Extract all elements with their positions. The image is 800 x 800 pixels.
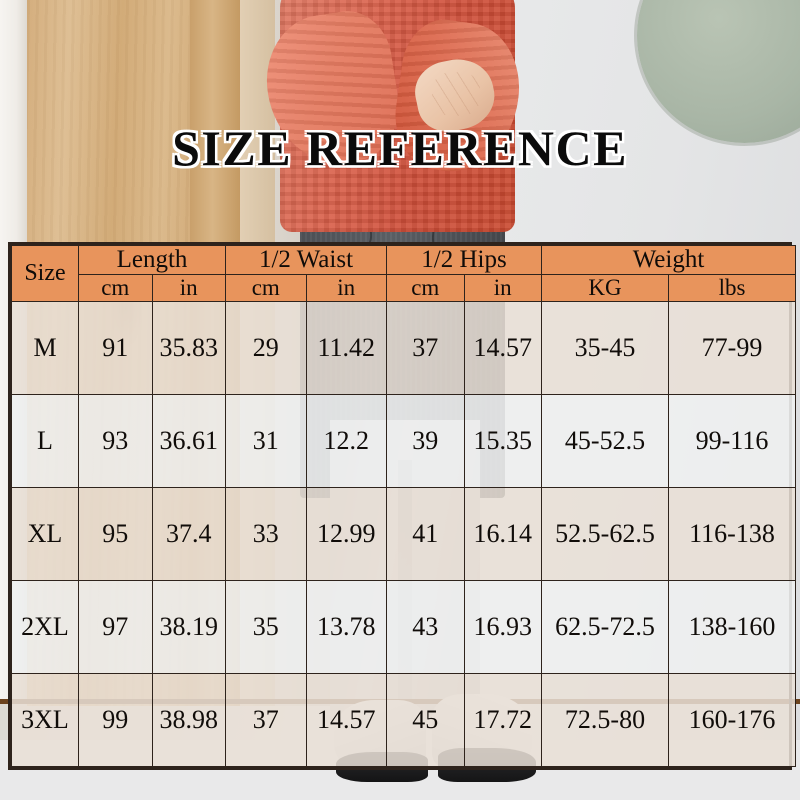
header-row-groups: Size Length 1/2 Waist 1/2 Hips Weight <box>11 245 796 302</box>
cell-weight-kg: 35-45 <box>541 301 669 395</box>
cell-weight-kg: 45-52.5 <box>541 394 669 488</box>
header-length-in: in <box>151 274 226 302</box>
cell-size: 2XL <box>11 580 79 674</box>
header-group-half-hips: 1/2 Hips <box>386 245 542 275</box>
cell-length-in: 35.83 <box>151 301 226 395</box>
cell-waist-in: 11.42 <box>305 301 387 395</box>
table-row: L 93 36.61 31 12.2 39 15.35 45-52.5 99-1… <box>11 394 796 488</box>
cell-hips-in: 14.57 <box>463 301 542 395</box>
cell-waist-in: 12.2 <box>305 394 387 488</box>
cell-waist-cm: 31 <box>225 394 307 488</box>
cell-hips-cm: 43 <box>386 580 465 674</box>
table-row: M 91 35.83 29 11.42 37 14.57 35-45 77-99 <box>11 301 796 395</box>
header-group-weight: Weight <box>541 245 796 275</box>
cell-waist-in: 14.57 <box>305 673 387 767</box>
cell-weight-lbs: 138-160 <box>668 580 796 674</box>
cell-size: XL <box>11 487 79 581</box>
cell-weight-lbs: 116-138 <box>668 487 796 581</box>
cell-size: M <box>11 301 79 395</box>
size-reference-table: Size Length 1/2 Waist 1/2 Hips Weight cm… <box>8 242 796 770</box>
cell-weight-lbs: 77-99 <box>668 301 796 395</box>
table-body: M 91 35.83 29 11.42 37 14.57 35-45 77-99… <box>11 301 796 767</box>
header-row-units: cm in cm in cm in KG lbs <box>12 274 796 302</box>
cell-size: 3XL <box>11 673 79 767</box>
header-hips-in: in <box>463 274 542 302</box>
header-size: Size <box>11 245 79 302</box>
cell-waist-in: 13.78 <box>305 580 387 674</box>
page-title: SIZE REFERENCE <box>172 120 628 176</box>
cell-hips-in: 17.72 <box>463 673 542 767</box>
table-row: 2XL 97 38.19 35 13.78 43 16.93 62.5-72.5… <box>11 580 796 674</box>
cell-hips-cm: 41 <box>386 487 465 581</box>
header-length-cm: cm <box>78 274 153 302</box>
cell-length-in: 36.61 <box>151 394 226 488</box>
cell-hips-in: 16.93 <box>463 580 542 674</box>
cell-length-cm: 97 <box>78 580 153 674</box>
cell-length-in: 38.19 <box>151 580 226 674</box>
header-weight-kg: KG <box>541 274 669 302</box>
cell-hips-cm: 45 <box>386 673 465 767</box>
cell-weight-kg: 62.5-72.5 <box>541 580 669 674</box>
cell-length-in: 37.4 <box>151 487 226 581</box>
cell-waist-cm: 35 <box>225 580 307 674</box>
cell-length-cm: 99 <box>78 673 153 767</box>
table-row: 3XL 99 38.98 37 14.57 45 17.72 72.5-80 1… <box>11 673 796 767</box>
cell-size: L <box>11 394 79 488</box>
cell-weight-lbs: 99-116 <box>668 394 796 488</box>
cell-hips-cm: 39 <box>386 394 465 488</box>
cell-weight-kg: 52.5-62.5 <box>541 487 669 581</box>
header-group-half-waist: 1/2 Waist <box>225 245 387 275</box>
cell-length-in: 38.98 <box>151 673 226 767</box>
header-waist-in: in <box>305 274 387 302</box>
cell-waist-cm: 37 <box>225 673 307 767</box>
table-header: Size Length 1/2 Waist 1/2 Hips Weight cm… <box>11 245 796 302</box>
cell-length-cm: 93 <box>78 394 153 488</box>
header-group-length: Length <box>78 245 226 275</box>
header-waist-cm: cm <box>225 274 307 302</box>
cell-weight-kg: 72.5-80 <box>541 673 669 767</box>
cell-hips-in: 16.14 <box>463 487 542 581</box>
table-row: XL 95 37.4 33 12.99 41 16.14 52.5-62.5 1… <box>11 487 796 581</box>
cell-length-cm: 91 <box>78 301 153 395</box>
cell-waist-cm: 33 <box>225 487 307 581</box>
cell-length-cm: 95 <box>78 487 153 581</box>
cell-waist-in: 12.99 <box>305 487 387 581</box>
cell-weight-lbs: 160-176 <box>668 673 796 767</box>
finger-lines <box>432 72 480 116</box>
cell-hips-in: 15.35 <box>463 394 542 488</box>
cell-waist-cm: 29 <box>225 301 307 395</box>
header-weight-lbs: lbs <box>668 274 796 302</box>
cell-hips-cm: 37 <box>386 301 465 395</box>
header-hips-cm: cm <box>386 274 465 302</box>
